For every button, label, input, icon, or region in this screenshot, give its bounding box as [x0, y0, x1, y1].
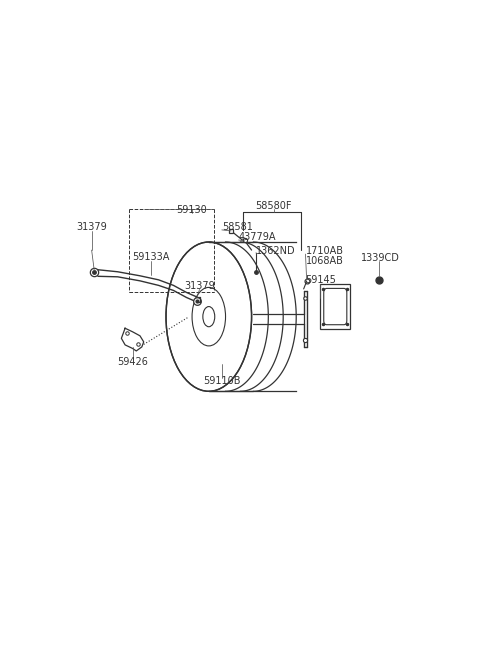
Text: 43779A: 43779A	[239, 232, 276, 242]
Text: 59426: 59426	[117, 357, 148, 367]
Text: 1710AB: 1710AB	[305, 246, 344, 256]
Text: 31379: 31379	[76, 223, 107, 233]
Text: 58581: 58581	[222, 222, 252, 232]
Text: 59145: 59145	[305, 275, 336, 286]
Text: 59133A: 59133A	[132, 252, 170, 262]
Text: 31379: 31379	[184, 282, 215, 291]
Text: 59130: 59130	[177, 205, 207, 215]
Text: 59110B: 59110B	[203, 376, 240, 386]
Text: 1339CD: 1339CD	[361, 253, 400, 263]
Text: 58580F: 58580F	[256, 200, 292, 211]
Text: 1068AB: 1068AB	[305, 256, 343, 266]
Text: 1362ND: 1362ND	[256, 246, 296, 256]
Bar	[321, 284, 350, 329]
